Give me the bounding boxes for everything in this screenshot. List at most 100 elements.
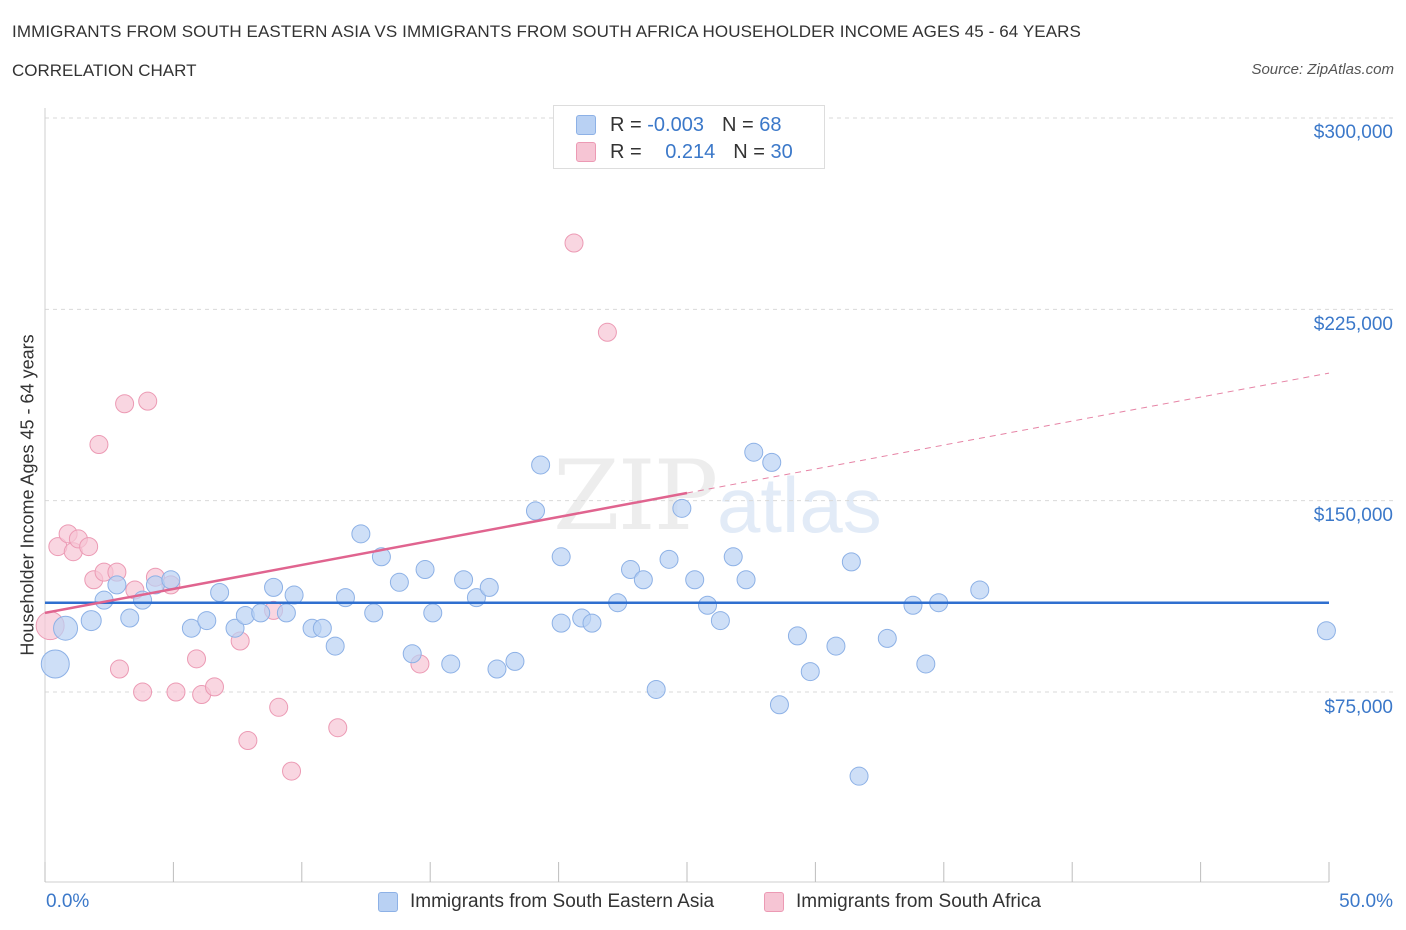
bottom-legend-south-africa: Immigrants from South Africa — [764, 889, 1041, 915]
point-south-eastern-asia — [80, 610, 102, 632]
point-south-eastern-asia — [389, 572, 409, 592]
point-south-eastern-asia — [284, 585, 304, 605]
point-south-eastern-asia — [364, 603, 384, 623]
legend-row-south-africa: R = 0.214 N = 30 — [576, 140, 793, 164]
point-south-eastern-asia — [107, 575, 127, 595]
point-south-eastern-asia — [903, 595, 923, 615]
point-south-africa — [269, 697, 289, 717]
point-south-africa — [328, 718, 348, 738]
chart-subtitle: CORRELATION CHART — [12, 61, 197, 80]
point-south-eastern-asia — [53, 615, 79, 641]
point-south-africa — [115, 394, 135, 414]
source-credit: Source: ZipAtlas.com — [1251, 61, 1394, 78]
point-south-eastern-asia — [582, 613, 602, 633]
point-south-eastern-asia — [487, 659, 507, 679]
point-south-africa — [204, 677, 224, 697]
point-south-eastern-asia — [276, 603, 296, 623]
point-south-eastern-asia — [351, 524, 371, 544]
point-south-eastern-asia — [441, 654, 461, 674]
point-south-africa — [138, 391, 158, 411]
point-south-eastern-asia — [531, 455, 551, 475]
point-south-eastern-asia — [877, 628, 897, 648]
point-south-eastern-asia — [633, 570, 653, 590]
chart-title: IMMIGRANTS FROM SOUTH EASTERN ASIA VS IM… — [12, 22, 1081, 41]
legend-r-value: -0.003 — [647, 113, 704, 136]
point-south-eastern-asia — [621, 560, 641, 580]
point-south-eastern-asia — [685, 570, 705, 590]
legend-swatch-pink — [576, 142, 596, 162]
point-south-eastern-asia — [264, 577, 284, 597]
legend-row-south-eastern-asia: R = -0.003 N = 68 — [576, 113, 781, 137]
legend-r-label: R = — [610, 113, 648, 136]
legend-swatch-blue — [576, 115, 596, 135]
point-south-eastern-asia — [423, 603, 443, 623]
trend-line-south-africa — [44, 491, 688, 615]
point-south-eastern-asia — [454, 570, 474, 590]
point-south-eastern-asia — [744, 442, 764, 462]
point-south-africa — [109, 659, 129, 679]
point-south-africa — [597, 322, 617, 342]
y-tick-label: $75,000 — [1324, 697, 1393, 718]
bottom-legend-label: Immigrants from South Eastern Asia — [410, 891, 715, 912]
point-south-eastern-asia — [710, 611, 730, 631]
point-south-eastern-asia — [120, 608, 140, 628]
point-south-eastern-asia — [551, 547, 571, 567]
point-south-eastern-asia — [769, 695, 789, 715]
point-south-eastern-asia — [251, 603, 271, 623]
watermark-atlas: atlas — [717, 461, 882, 549]
point-south-africa — [133, 682, 153, 702]
point-south-eastern-asia — [371, 547, 391, 567]
point-south-eastern-asia — [916, 654, 936, 674]
point-south-eastern-asia — [40, 649, 70, 679]
point-south-eastern-asia — [800, 662, 820, 682]
bottom-legend-swatch-pink — [764, 892, 784, 912]
legend-n-value: 68 — [759, 113, 782, 136]
watermark-zip: ZIP — [553, 440, 718, 552]
bottom-legend-swatch-blue — [378, 892, 398, 912]
trend-line-extension-south-africa — [686, 372, 1330, 494]
point-south-africa — [187, 649, 207, 669]
point-south-africa — [282, 761, 302, 781]
legend-n-label: N = — [733, 140, 771, 163]
point-south-eastern-asia — [659, 549, 679, 569]
point-south-eastern-asia — [970, 580, 990, 600]
point-south-eastern-asia — [505, 651, 525, 671]
point-south-eastern-asia — [225, 618, 245, 638]
point-south-eastern-asia — [525, 501, 545, 521]
point-south-eastern-asia — [841, 552, 861, 572]
legend-n-label: N = — [721, 113, 760, 136]
point-south-eastern-asia — [210, 583, 230, 603]
point-south-eastern-asia — [161, 570, 181, 590]
y-tick-label: $150,000 — [1313, 505, 1393, 526]
point-south-eastern-asia — [325, 636, 345, 656]
point-south-eastern-asia — [479, 577, 499, 597]
y-tick-label: $225,000 — [1313, 314, 1393, 335]
point-south-eastern-asia — [646, 679, 666, 699]
point-south-eastern-asia — [181, 618, 201, 638]
correlation-legend: R = -0.003 N = 68 R = 0.214 N = 30 — [553, 105, 825, 169]
bottom-legend-label: Immigrants from South Africa — [796, 891, 1041, 912]
legend-r-label: R = — [610, 140, 648, 163]
x-tick-label: 50.0% — [1339, 891, 1393, 912]
point-south-eastern-asia — [312, 618, 332, 638]
point-south-eastern-asia — [672, 498, 692, 518]
y-tick-label: $300,000 — [1313, 122, 1393, 143]
point-south-eastern-asia — [551, 613, 571, 633]
point-south-eastern-asia — [415, 560, 435, 580]
point-south-eastern-asia — [787, 626, 807, 646]
point-south-africa — [238, 730, 258, 750]
point-south-eastern-asia — [849, 766, 869, 786]
point-south-eastern-asia — [762, 452, 782, 472]
point-south-eastern-asia — [826, 636, 846, 656]
legend-n-value: 30 — [770, 140, 793, 163]
point-south-africa — [89, 435, 109, 455]
point-south-africa — [79, 537, 99, 557]
point-south-eastern-asia — [402, 644, 422, 664]
point-south-eastern-asia — [698, 595, 718, 615]
point-south-eastern-asia — [736, 570, 756, 590]
point-south-africa — [564, 233, 584, 253]
point-south-eastern-asia — [197, 611, 217, 631]
point-south-eastern-asia — [1316, 621, 1336, 641]
x-tick-label: 0.0% — [46, 891, 90, 912]
point-south-africa — [166, 682, 186, 702]
